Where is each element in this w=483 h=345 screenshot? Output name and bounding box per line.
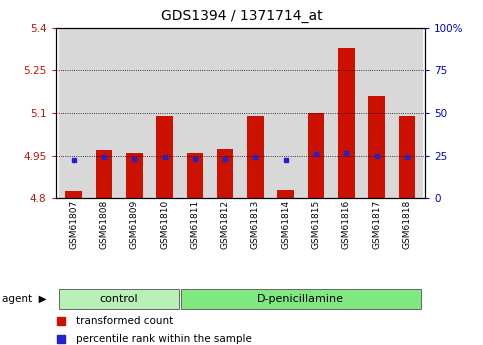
FancyBboxPatch shape: [59, 289, 179, 309]
Bar: [186, 153, 203, 198]
Bar: [338, 48, 355, 198]
Bar: [96, 150, 113, 198]
Bar: [217, 149, 233, 198]
Bar: [89, 28, 119, 198]
Bar: [392, 28, 422, 198]
Bar: [308, 113, 325, 198]
Bar: [119, 28, 149, 198]
Bar: [210, 28, 241, 198]
Bar: [149, 28, 180, 198]
Bar: [361, 28, 392, 198]
Text: control: control: [100, 294, 139, 304]
Bar: [180, 28, 210, 198]
FancyBboxPatch shape: [181, 289, 421, 309]
Bar: [58, 28, 89, 198]
Text: GDS1394 / 1371714_at: GDS1394 / 1371714_at: [161, 9, 322, 23]
Bar: [368, 96, 385, 198]
Bar: [65, 191, 82, 198]
Bar: [156, 116, 173, 198]
Bar: [270, 28, 301, 198]
Bar: [126, 153, 142, 198]
Bar: [247, 116, 264, 198]
Bar: [398, 116, 415, 198]
Text: agent  ▶: agent ▶: [2, 294, 47, 304]
Text: D-penicillamine: D-penicillamine: [257, 294, 344, 304]
Bar: [301, 28, 331, 198]
Bar: [241, 28, 270, 198]
Bar: [277, 190, 294, 198]
Text: transformed count: transformed count: [76, 316, 173, 326]
Bar: [331, 28, 361, 198]
Text: percentile rank within the sample: percentile rank within the sample: [76, 334, 252, 344]
